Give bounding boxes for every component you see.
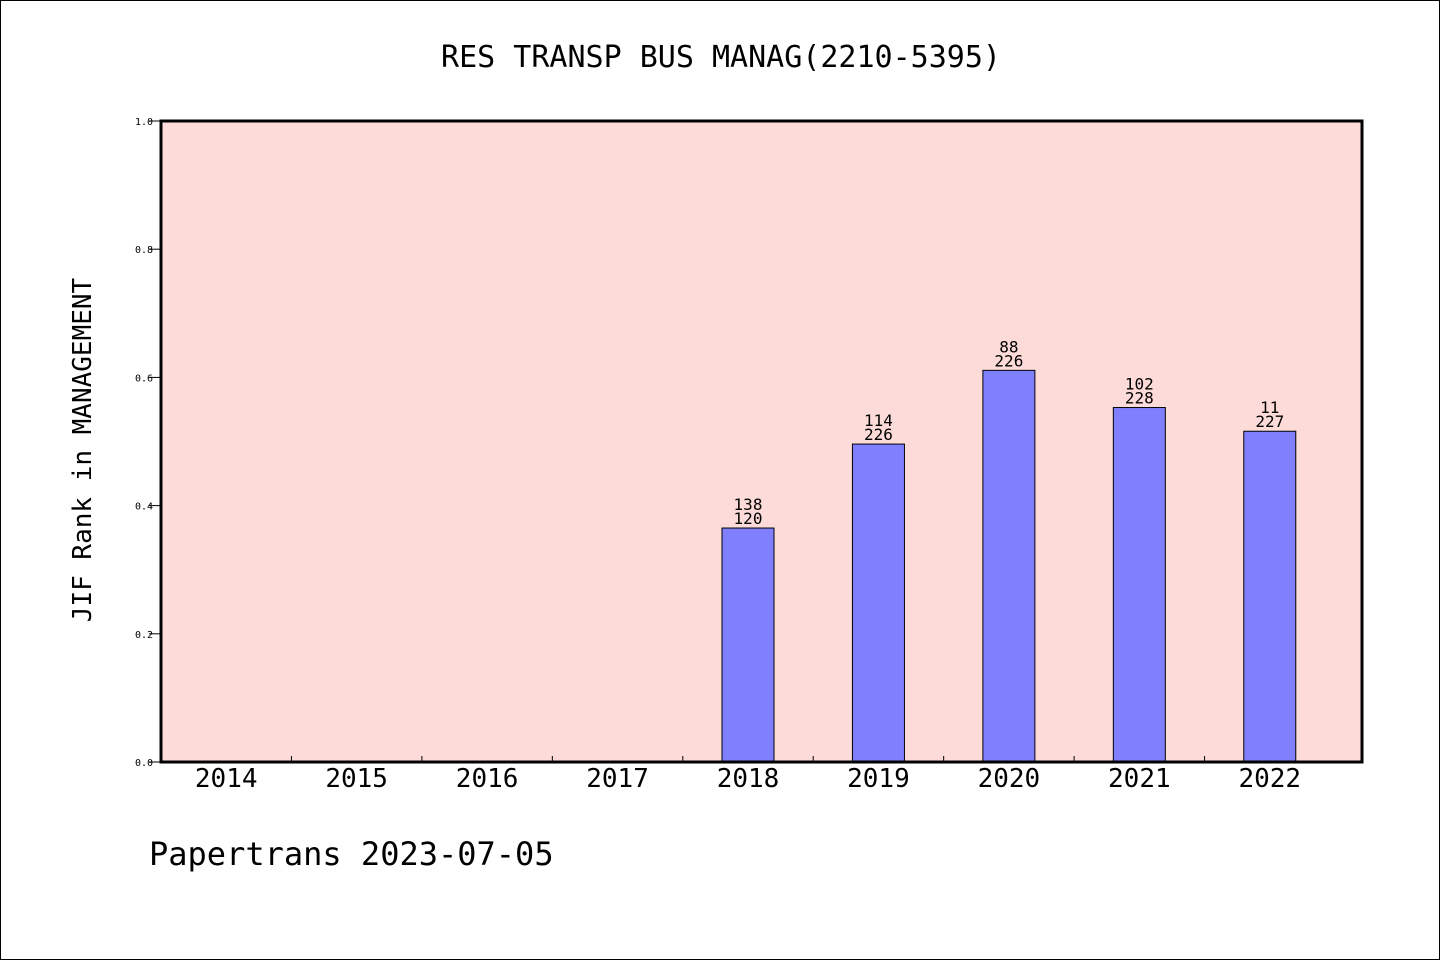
bar-label-rank: 11 (1260, 398, 1279, 417)
bar-series (721, 369, 1297, 763)
bar (1112, 407, 1166, 763)
bar-label-total: 226 (864, 425, 893, 444)
x-tick-label: 2015 (325, 764, 388, 794)
y-tick-label: 1.0 (135, 117, 153, 128)
x-tick-label: 2021 (1108, 764, 1171, 794)
bar-label-rank: 114 (864, 411, 893, 430)
x-tick-label: 2020 (978, 764, 1041, 794)
x-tick-label: 2022 (1238, 764, 1301, 794)
y-tick-label: 0.0 (135, 758, 153, 769)
y-tick-label: 0.4 (135, 502, 153, 513)
bar-label-total: 120 (734, 509, 763, 528)
y-tick-label: 0.6 (135, 373, 153, 384)
footer-source-date: Papertrans 2023-07-05 (149, 835, 554, 873)
x-tick-label: 2016 (456, 764, 519, 794)
bar (982, 369, 1036, 763)
y-axis-label: JIF Rank in MANAGEMENT (68, 277, 98, 622)
bar-label-rank: 102 (1125, 375, 1154, 394)
bar-label-rank: 138 (734, 495, 763, 514)
bar (721, 527, 775, 763)
y-tick-label: 0.2 (135, 630, 153, 641)
y-axis: 0.0 0.2 0.4 0.6 0.8 1.0 (135, 117, 161, 769)
bar-label-total: 227 (1255, 412, 1284, 431)
x-tick-label: 2019 (847, 764, 910, 794)
bar-label-total: 228 (1125, 389, 1154, 408)
bar-label-total: 226 (994, 351, 1023, 370)
bar (851, 443, 905, 763)
x-tick-label: 2014 (195, 764, 258, 794)
x-axis: 2014 2015 2016 2017 2018 2019 2020 2021 2022 (195, 756, 1301, 794)
bar (1243, 430, 1297, 763)
x-tick-label: 2018 (717, 764, 780, 794)
x-tick-label: 2017 (586, 764, 649, 794)
chart-title: RES TRANSP BUS MANAG(2210-5395) (441, 40, 1001, 75)
bar-label-rank: 88 (999, 337, 1018, 356)
plot-border (159, 119, 1364, 764)
y-tick-label: 0.8 (135, 245, 153, 256)
